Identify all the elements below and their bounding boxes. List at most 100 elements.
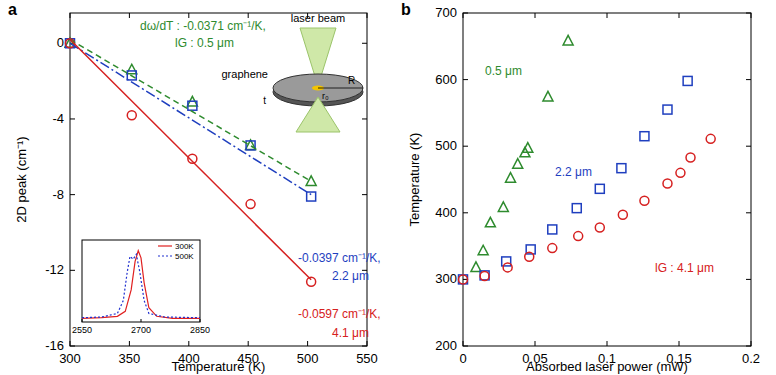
panel-label: a <box>8 1 17 18</box>
point <box>595 223 604 232</box>
y-tick-right <box>362 118 367 119</box>
x-tick-top <box>535 13 536 18</box>
x-tick-label: 500 <box>297 351 319 366</box>
chart-1: 255027002850300K500K <box>72 240 210 335</box>
diagram-label: R <box>348 75 355 86</box>
legend-swatch <box>158 255 172 256</box>
x-axis-title: Temperature (K) <box>172 359 266 374</box>
x-tick <box>535 341 536 346</box>
point <box>502 257 511 266</box>
x-tick-label: 0.2 <box>742 351 760 366</box>
x-tick <box>82 319 83 322</box>
x-tick-label: 2550 <box>72 325 92 335</box>
x-tick <box>141 319 142 322</box>
y-tick-right <box>746 212 751 213</box>
y-tick-label: 500 <box>435 138 457 153</box>
x-tick-top <box>129 13 130 18</box>
x-tick-top <box>751 13 752 18</box>
x-tick <box>367 341 368 346</box>
x-tick <box>248 341 249 346</box>
x-tick-label: 2850 <box>190 325 210 335</box>
x-tick-label: 550 <box>356 351 378 366</box>
point <box>127 111 136 120</box>
series-line <box>70 43 311 194</box>
y-tick-right <box>362 194 367 195</box>
point <box>572 204 581 213</box>
data-group <box>459 35 716 283</box>
y-tick <box>463 79 468 80</box>
point <box>706 134 715 143</box>
point <box>480 271 489 280</box>
annotation: 0.5 μm <box>485 64 522 78</box>
y-tick-right <box>746 13 751 14</box>
plot-frame <box>82 240 200 322</box>
x-tick <box>200 319 201 322</box>
y-tick-label: -16 <box>45 338 64 353</box>
x-tick-top <box>607 13 608 18</box>
y-tick-right <box>746 79 751 80</box>
y-axis-title: Temperature (K) <box>407 133 422 227</box>
x-tick-top <box>70 13 71 18</box>
diagram-label: t <box>263 95 266 106</box>
point <box>548 244 557 253</box>
annotation: lG : 4.1 μm <box>655 261 714 275</box>
x-tick-label: 350 <box>119 351 141 366</box>
x-tick-top <box>463 13 464 18</box>
x-tick <box>607 341 608 346</box>
point <box>563 35 573 45</box>
annotation: 2.2 μm <box>555 165 592 179</box>
y-tick <box>463 212 468 213</box>
y-tick <box>70 270 75 271</box>
y-tick <box>70 118 75 119</box>
x-tick-top <box>679 13 680 18</box>
y-tick <box>463 346 468 347</box>
point <box>459 275 468 284</box>
chart-2: 00.050.10.150.22003004005006007000.5 μm2… <box>401 1 760 374</box>
x-tick-top <box>188 13 189 18</box>
annotation: lG : 0.5 μm <box>175 36 234 50</box>
annotation: dω/dT : -0.0371 cm⁻¹/K, <box>140 19 266 33</box>
point <box>188 101 197 110</box>
diagram-label: graphene <box>222 68 269 80</box>
annotation: 2.2 μm <box>332 269 369 283</box>
x-tick <box>188 341 189 346</box>
inset-background <box>82 240 200 322</box>
point <box>471 262 481 272</box>
x-tick <box>70 341 71 346</box>
point <box>683 76 692 85</box>
x-tick <box>463 341 464 346</box>
y-tick <box>70 346 75 347</box>
y-axis-title: 2D peak (cm⁻¹) <box>14 136 29 222</box>
y-tick-label: -4 <box>52 111 64 126</box>
point <box>513 159 523 169</box>
point <box>618 210 627 219</box>
point <box>543 91 553 101</box>
point <box>595 184 604 193</box>
y-tick-label: -12 <box>45 262 64 277</box>
plot-frame <box>463 13 751 346</box>
point <box>246 200 255 209</box>
radius-line <box>318 88 363 89</box>
x-tick-label: 0 <box>459 351 466 366</box>
figure: 3003504004505005500-4-8-12-16dω/dT : -0.… <box>0 0 776 375</box>
y-tick-label: 0 <box>57 35 64 50</box>
y-tick <box>463 13 468 14</box>
y-tick <box>70 194 75 195</box>
x-tick-label: 2700 <box>131 325 151 335</box>
point <box>686 153 695 162</box>
point <box>485 217 495 227</box>
point <box>478 245 488 255</box>
x-tick <box>751 341 752 346</box>
plot-frame <box>70 13 367 346</box>
legend-label: 300K <box>175 242 194 251</box>
y-tick-label: 300 <box>435 271 457 286</box>
point <box>663 179 672 188</box>
point <box>246 141 255 150</box>
point <box>306 176 316 186</box>
x-tick-top <box>248 13 249 18</box>
x-tick <box>679 341 680 346</box>
x-tick-label: 300 <box>59 351 81 366</box>
y-tick-label: 700 <box>435 5 457 20</box>
point <box>480 272 489 281</box>
beam-bottom <box>296 97 340 132</box>
